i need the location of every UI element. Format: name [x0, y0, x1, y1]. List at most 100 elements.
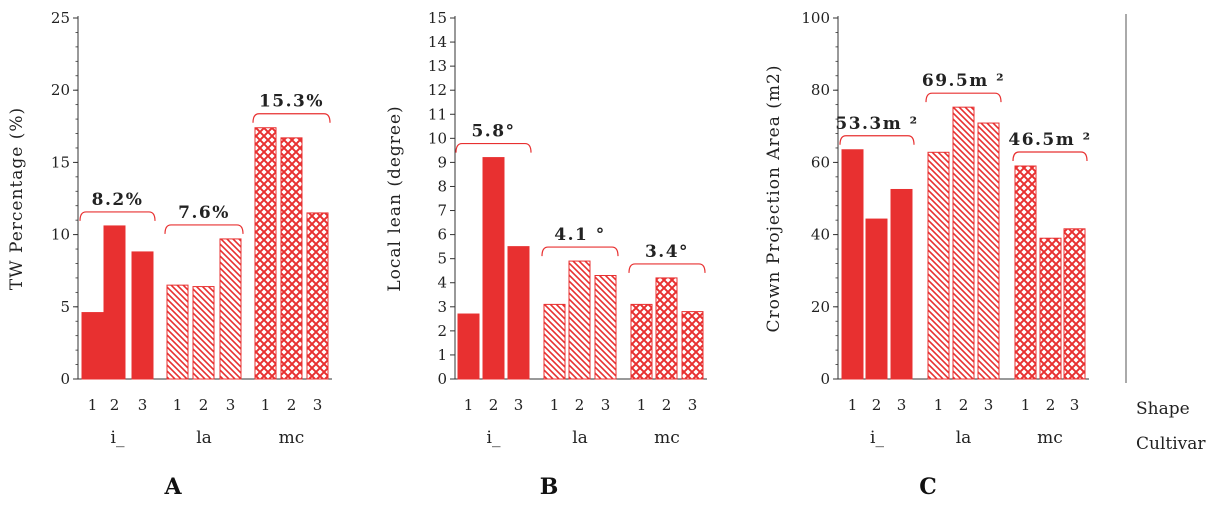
y-tick-label: 15	[51, 153, 70, 171]
bar-la-1	[166, 284, 189, 380]
x-tick-label: 3	[138, 396, 148, 414]
y-tick-label: 0	[820, 370, 830, 388]
x-tick-label: 3	[514, 396, 524, 414]
x-tick-label: 1	[88, 396, 98, 414]
bar-i-2	[103, 225, 126, 380]
group-brace	[164, 224, 244, 234]
y-tick-label: 14	[428, 33, 447, 51]
y-tick-label: 4	[437, 274, 447, 292]
panel-letter: B	[540, 474, 559, 500]
y-tick-label: 0	[60, 370, 70, 388]
y-tick-label: 1	[437, 346, 447, 364]
bar-la-1	[543, 303, 566, 380]
y-tick-label: 15	[428, 9, 447, 27]
group-mean-annotation: 15.3%	[259, 92, 324, 112]
bar-mc-1	[254, 127, 277, 380]
bar-mc-2	[655, 277, 678, 380]
x-tick-label: 3	[984, 396, 994, 414]
bar-mc-3	[681, 311, 704, 380]
x-tick-label: 3	[1070, 396, 1080, 414]
group-brace	[628, 263, 706, 273]
bar-mc-2	[280, 137, 303, 380]
bar-mc-2	[1039, 237, 1062, 380]
x-tick-label: 2	[1046, 396, 1056, 414]
x-tick-label: 2	[489, 396, 499, 414]
group-mean-annotation: 3.4°	[645, 242, 689, 262]
group-mean-annotation: 53.3m ²	[835, 114, 918, 134]
x-tick-label: 3	[226, 396, 236, 414]
bar-la-1	[927, 151, 950, 380]
y-tick-label: 5	[437, 250, 447, 268]
group-brace	[1012, 151, 1088, 162]
group-mean-annotation: 7.6%	[178, 203, 230, 223]
x-tick-label: 3	[897, 396, 907, 414]
y-tick-label: 20	[51, 81, 70, 99]
bar-la-2	[192, 286, 215, 380]
group-label: mc	[279, 428, 305, 448]
x-tick-label: 2	[959, 396, 969, 414]
x-tick-label: 1	[1021, 396, 1031, 414]
bar-la-3	[594, 275, 617, 380]
y-tick-label: 2	[437, 322, 447, 340]
y-tick-label: 10	[51, 226, 70, 244]
y-tick-label: 12	[428, 81, 447, 99]
x-tick-label: 1	[173, 396, 183, 414]
y-tick-label: 5	[60, 298, 70, 316]
group-mean-annotation: 5.8°	[471, 122, 515, 142]
bar-mc-1	[1014, 165, 1037, 380]
y-tick-label: 0	[437, 370, 447, 388]
group-label: i_	[870, 428, 884, 448]
group-mean-annotation: 69.5m ²	[922, 71, 1005, 91]
x-tick-label: 1	[550, 396, 560, 414]
y-tick-label: 60	[811, 153, 830, 171]
x-tick-label: 3	[313, 396, 323, 414]
y-tick-label: 7	[437, 202, 447, 220]
panel-letter: C	[919, 474, 937, 500]
bar-i-3	[507, 246, 530, 380]
bar-i-2	[482, 157, 505, 380]
y-tick-label: 100	[801, 9, 830, 27]
group-label: mc	[1037, 428, 1063, 448]
x-tick-label: 2	[872, 396, 882, 414]
group-brace	[79, 211, 156, 221]
y-tick-label: 3	[437, 298, 447, 316]
x-tick-label: 1	[261, 396, 271, 414]
y-tick-label: 20	[811, 298, 830, 316]
x-tick-label: 2	[575, 396, 585, 414]
y-tick-label: 10	[428, 129, 447, 147]
cultivar-row-label: Cultivar	[1136, 434, 1206, 454]
panel-letter: A	[163, 474, 182, 500]
bar-i-1	[841, 149, 864, 380]
group-label: la	[196, 428, 212, 448]
group-mean-annotation: 8.2%	[92, 190, 144, 210]
y-axis-label: Local lean (degree)	[385, 105, 405, 291]
group-label: la	[572, 428, 588, 448]
x-tick-label: 3	[601, 396, 611, 414]
bar-la-2	[952, 106, 975, 380]
group-label: mc	[654, 428, 680, 448]
y-tick-label: 6	[437, 226, 447, 244]
shape-row-label: Shape	[1136, 399, 1190, 419]
bar-la-3	[977, 122, 1000, 380]
bar-i-3	[131, 251, 154, 380]
y-tick-label: 9	[437, 153, 447, 171]
group-mean-annotation: 46.5m ²	[1008, 130, 1091, 150]
x-tick-label: 1	[464, 396, 474, 414]
bar-la-3	[219, 238, 242, 380]
bar-mc-3	[1063, 228, 1086, 380]
group-brace	[839, 135, 915, 145]
bar-i-1	[81, 312, 104, 380]
group-label: i_	[487, 428, 501, 448]
y-axis-label: Crown Projection Area (m2)	[764, 65, 784, 333]
bar-i-3	[890, 188, 913, 380]
group-brace	[541, 246, 619, 257]
group-brace	[252, 113, 331, 123]
bar-la-2	[568, 260, 591, 380]
group-mean-annotation: 4.1 °	[554, 225, 606, 245]
group-label: i_	[111, 428, 125, 448]
x-tick-label: 3	[688, 396, 698, 414]
